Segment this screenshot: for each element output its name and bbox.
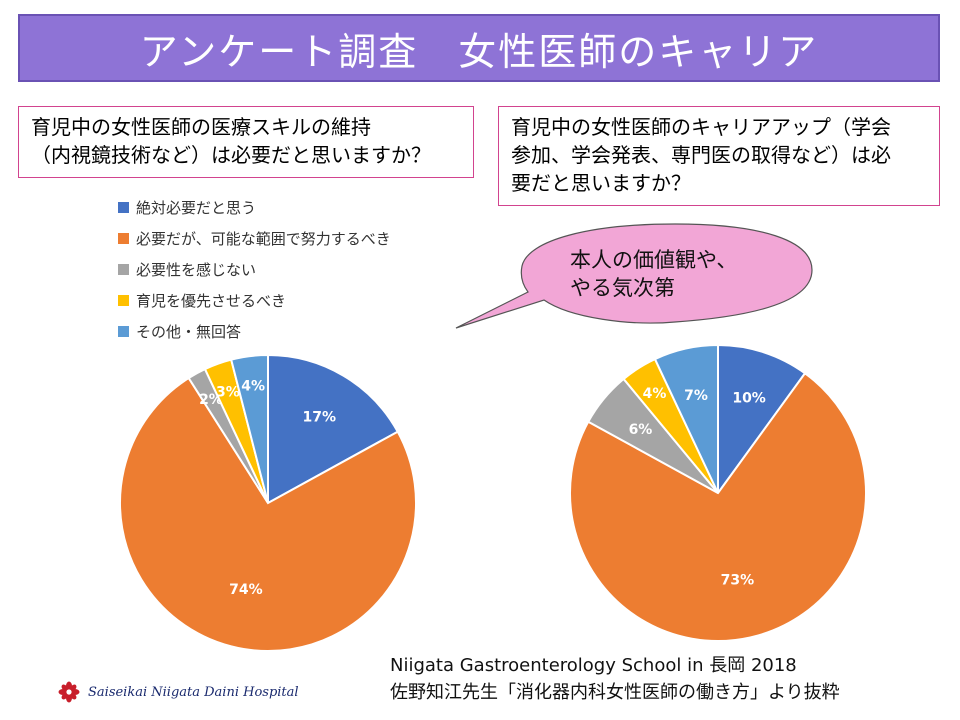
hospital-footer: Saiseikai Niigata Daini Hospital (58, 681, 299, 703)
legend-label: 絶対必要だと思う (136, 199, 257, 217)
callout-line-1: 本人の価値観や、 (570, 248, 738, 272)
pie-data-label: 3% (216, 385, 240, 401)
legend-item: 必要だが、可能な範囲で努力するべき (118, 223, 498, 254)
legend-swatch (118, 202, 129, 213)
pie-data-label: 17% (302, 409, 336, 425)
legend-item: 絶対必要だと思う (118, 192, 498, 223)
legend-swatch (118, 326, 129, 337)
question-left-line-1: 育児中の女性医師の医療スキルの維持 (31, 115, 371, 139)
pie-slice-5 (653, 343, 719, 494)
legend-label: その他・無回答 (136, 323, 242, 341)
title-bar: アンケート調査 女性医師のキャリア (18, 14, 940, 82)
question-box-left: 育児中の女性医師の医療スキルの維持 （内視鏡技術など）は必要だと思いますか？ (18, 106, 474, 178)
legend-label: 育児を優先させるべき (136, 292, 287, 310)
legend-swatch (118, 233, 129, 244)
legend-item: その他・無回答 (118, 316, 498, 347)
page-title: アンケート調査 女性医師のキャリア (139, 29, 819, 74)
pie-slice-2 (569, 371, 867, 642)
legend-swatch (118, 264, 129, 275)
source-citation: Niigata Gastroenterology School in 長岡 20… (390, 652, 840, 706)
pie-data-label: 74% (229, 582, 263, 598)
pie-slice-5 (229, 353, 269, 504)
pie-slice-2 (119, 376, 417, 652)
pie-data-label: 6% (629, 422, 653, 438)
pie-data-label: 10% (732, 390, 766, 406)
pie-chart-skill: 17%74%2%3% 4% (119, 353, 417, 652)
callout-shape (455, 223, 813, 329)
pie-charts: 17%74%2%3% 4% 10%73%6%4% 7% (119, 343, 867, 652)
question-right-line-1: 育児中の女性医師のキャリアアップ（学会 (511, 115, 891, 139)
legend-label: 必要だが、可能な範囲で努力するべき (136, 230, 391, 248)
source-line-1: Niigata Gastroenterology School in 長岡 20… (390, 655, 797, 676)
pie-data-label: 4% (241, 379, 265, 395)
legend-label: 必要性を感じない (136, 261, 257, 279)
hospital-logo-icon (58, 681, 80, 703)
pie-chart-career: 10% 73% 6% 4% 7% (569, 343, 867, 642)
legend-swatch (118, 295, 129, 306)
pie-data-label: 4% (643, 386, 667, 402)
question-right-line-2: 参加、学会発表、専門医の取得など）は必 (511, 143, 891, 167)
question-box-right: 育児中の女性医師のキャリアアップ（学会 参加、学会発表、専門医の取得など）は必 … (498, 106, 940, 206)
source-line-2: 佐野知江先生「消化器内科女性医師の働き方」より抜粋 (390, 682, 840, 703)
pie-data-label: 7% (684, 388, 708, 404)
pie-data-label: 73% (721, 573, 755, 589)
legend-item: 育児を優先させるべき (118, 285, 498, 316)
question-right-line-3: 要だと思いますか？ (511, 171, 691, 195)
callout-bubble (455, 223, 813, 329)
chart-legend: 絶対必要だと思う 必要だが、可能な範囲で努力するべき 必要性を感じない 育児を優… (118, 192, 498, 347)
callout-text: 本人の価値観や、 やる気次第 (570, 246, 770, 302)
question-left-line-2: （内視鏡技術など）は必要だと思いますか？ (31, 143, 431, 167)
legend-item: 必要性を感じない (118, 254, 498, 285)
callout-line-2: やる気次第 (570, 276, 675, 300)
hospital-name: Saiseikai Niigata Daini Hospital (88, 684, 299, 700)
pie-slice-1 (267, 353, 400, 505)
pie-slice-1 (717, 343, 807, 497)
